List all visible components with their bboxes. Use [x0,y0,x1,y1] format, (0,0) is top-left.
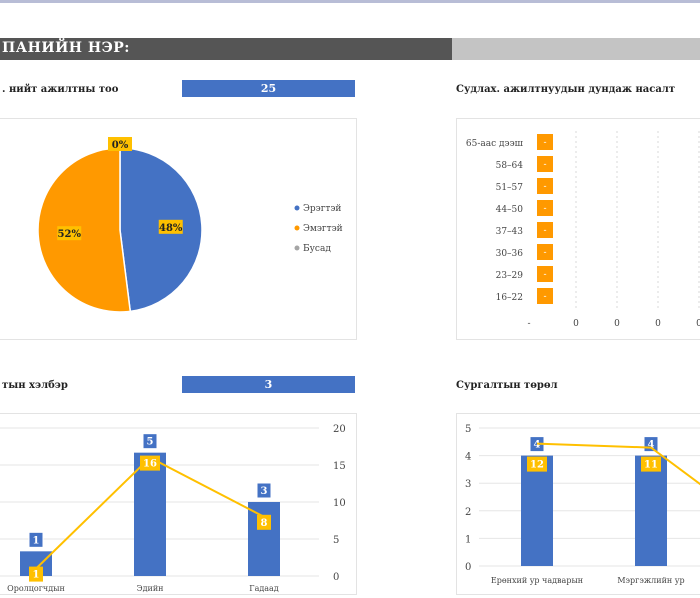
form-line-label-3: 8 [261,518,268,529]
age-x-tick-3: 0 [614,319,620,329]
train-bar-label-2: 4 [648,440,655,451]
train-line-label-2: 11 [644,460,658,471]
pie-slice-2 [37,147,132,313]
age-bar-3 [537,178,553,194]
pie-data-label-2: 52% [58,229,82,240]
legend-marker-2 [294,225,300,231]
legend-marker-3 [294,245,300,251]
train-line-label-bg-1 [527,456,547,472]
gender-pie-panel: 48% 52% 0% Эрэгтэй Эмэгтэй Бусад [0,118,357,340]
age-data-label-8: - [543,292,546,302]
legend-label-1: Эрэгтэй [303,204,341,214]
age-category-7: 23–29 [496,271,524,281]
age-bar-2 [537,156,553,172]
form-section-value: 3 [182,376,355,393]
form-category-1: Оролцогчдын [7,584,65,593]
form-bar-label-bg-3 [256,482,272,499]
age-bar-1 [537,134,553,150]
form-line-label-2: 16 [143,459,157,470]
pie-label-bg-3 [108,137,132,151]
age-data-label-2: - [543,160,546,170]
age-category-4: 44–50 [496,205,524,215]
pie-data-label-3: 0% [112,140,129,151]
form-category-3: Гадаад [249,584,279,593]
form-bar-label-1: 1 [33,535,40,546]
age-x-tick-2: 0 [573,319,579,329]
form-right-tick-3: 10 [333,498,346,509]
age-bar-8 [537,288,553,304]
form-right-tick-5: 0 [333,572,339,583]
age-category-5: 37–43 [496,227,524,237]
age-category-8: 16–22 [496,293,523,303]
train-left-tick-5: 1 [465,534,471,545]
train-left-tick-4: 2 [465,507,471,518]
age-data-label-1: - [543,138,546,148]
train-bar-label-1: 4 [534,440,541,451]
age-data-label-7: - [543,270,546,280]
form-right-tick-2: 15 [333,461,346,472]
form-bar-2 [134,452,166,576]
age-category-2: 58–64 [496,161,524,171]
age-bar-6 [537,244,553,260]
age-x-tick-1: - [527,319,530,329]
age-data-label-5: - [543,226,546,236]
age-category-3: 51–57 [496,183,524,193]
form-combo-panel: 20 15 10 5 0 1 Оролцогчдын 5 Эдийн 3 Гадаад 1 16 8 [0,413,357,595]
form-line-label-bg-3 [257,514,271,530]
train-left-tick-6: 0 [465,562,471,573]
pie-data-label-1: 48% [159,223,183,234]
total-employees-label: . нийт ажилтны тоо [2,84,119,95]
train-category-1: Ерөнхий ур чадварын [491,576,583,585]
age-data-label-3: - [543,182,546,192]
age-x-tick-5: 0 [696,319,700,329]
form-line-label-bg-1 [29,566,43,582]
form-line-label-bg-2 [140,455,160,471]
form-line-label-1: 1 [33,570,40,581]
top-border [0,0,700,3]
form-combo-chart: 20 15 10 5 0 1 Оролцогчдын 5 Эдийн 3 Гадаад 1 16 8 [0,424,346,593]
total-employees-value: 25 [182,80,355,97]
form-right-tick-4: 5 [333,535,339,546]
train-left-tick-3: 3 [465,479,471,490]
form-bar-label-bg-1 [28,531,44,548]
train-left-tick-1: 5 [465,424,471,435]
form-right-tick-1: 20 [333,424,346,435]
age-bar-7 [537,266,553,282]
training-combo-panel: 5 4 3 2 1 0 4 Ерөнхий ур чадварын 4 Мэргэжлийн ур… [456,413,700,595]
train-line-series [536,442,700,486]
age-data-label-6: - [543,248,546,258]
training-section-label: Сургалтын төрөл [456,380,558,391]
form-bar-label-2: 5 [147,437,154,448]
legend-marker-1 [294,205,300,211]
form-bar-label-bg-2 [142,433,158,450]
train-category-2: Мэргэжлийн ур [617,576,684,585]
age-bar-chart: 65-аас дээш - 58–64 - 51–57 - 44–50 - 37–43 - 30–3… [466,131,700,329]
age-bar-panel: 65-аас дээш - 58–64 - 51–57 - 44–50 - 37–43 - 30–3… [456,118,700,340]
train-bar-1 [521,455,553,566]
pie-label-bg-1 [158,219,183,234]
training-combo-chart: 5 4 3 2 1 0 4 Ерөнхий ур чадварын 4 Мэргэжлийн ур… [465,424,700,585]
form-bar-3 [248,502,280,576]
company-title: ПАНИЙН НЭР: [2,40,130,56]
form-bar-label-3: 3 [261,486,268,497]
gender-pie-chart: 48% 52% 0% Эрэгтэй Эмэгтэй Бусад [37,137,343,313]
age-data-label-4: - [543,204,546,214]
train-left-tick-2: 4 [465,452,471,463]
age-x-tick-4: 0 [655,319,661,329]
title-bar-extension [452,38,700,60]
form-section-label: тын хэлбэр [2,380,68,391]
form-category-2: Эдийн [136,584,163,593]
train-bar-2 [635,455,667,566]
age-category-6: 30–36 [496,249,524,259]
pie-label-bg-2 [57,226,82,241]
train-line-label-1: 12 [530,460,544,471]
age-bar-4 [537,200,553,216]
legend-label-3: Бусад [303,244,331,254]
train-line-label-bg-2 [641,456,661,472]
company-title-bar: ПАНИЙН НЭР: [0,38,452,60]
legend-label-2: Эмэгтэй [303,224,343,234]
age-bar-5 [537,222,553,238]
age-section-label: Судлах. ажилтнуудын дундаж насалт [456,84,676,95]
age-category-1: 65-аас дээш [466,139,524,149]
